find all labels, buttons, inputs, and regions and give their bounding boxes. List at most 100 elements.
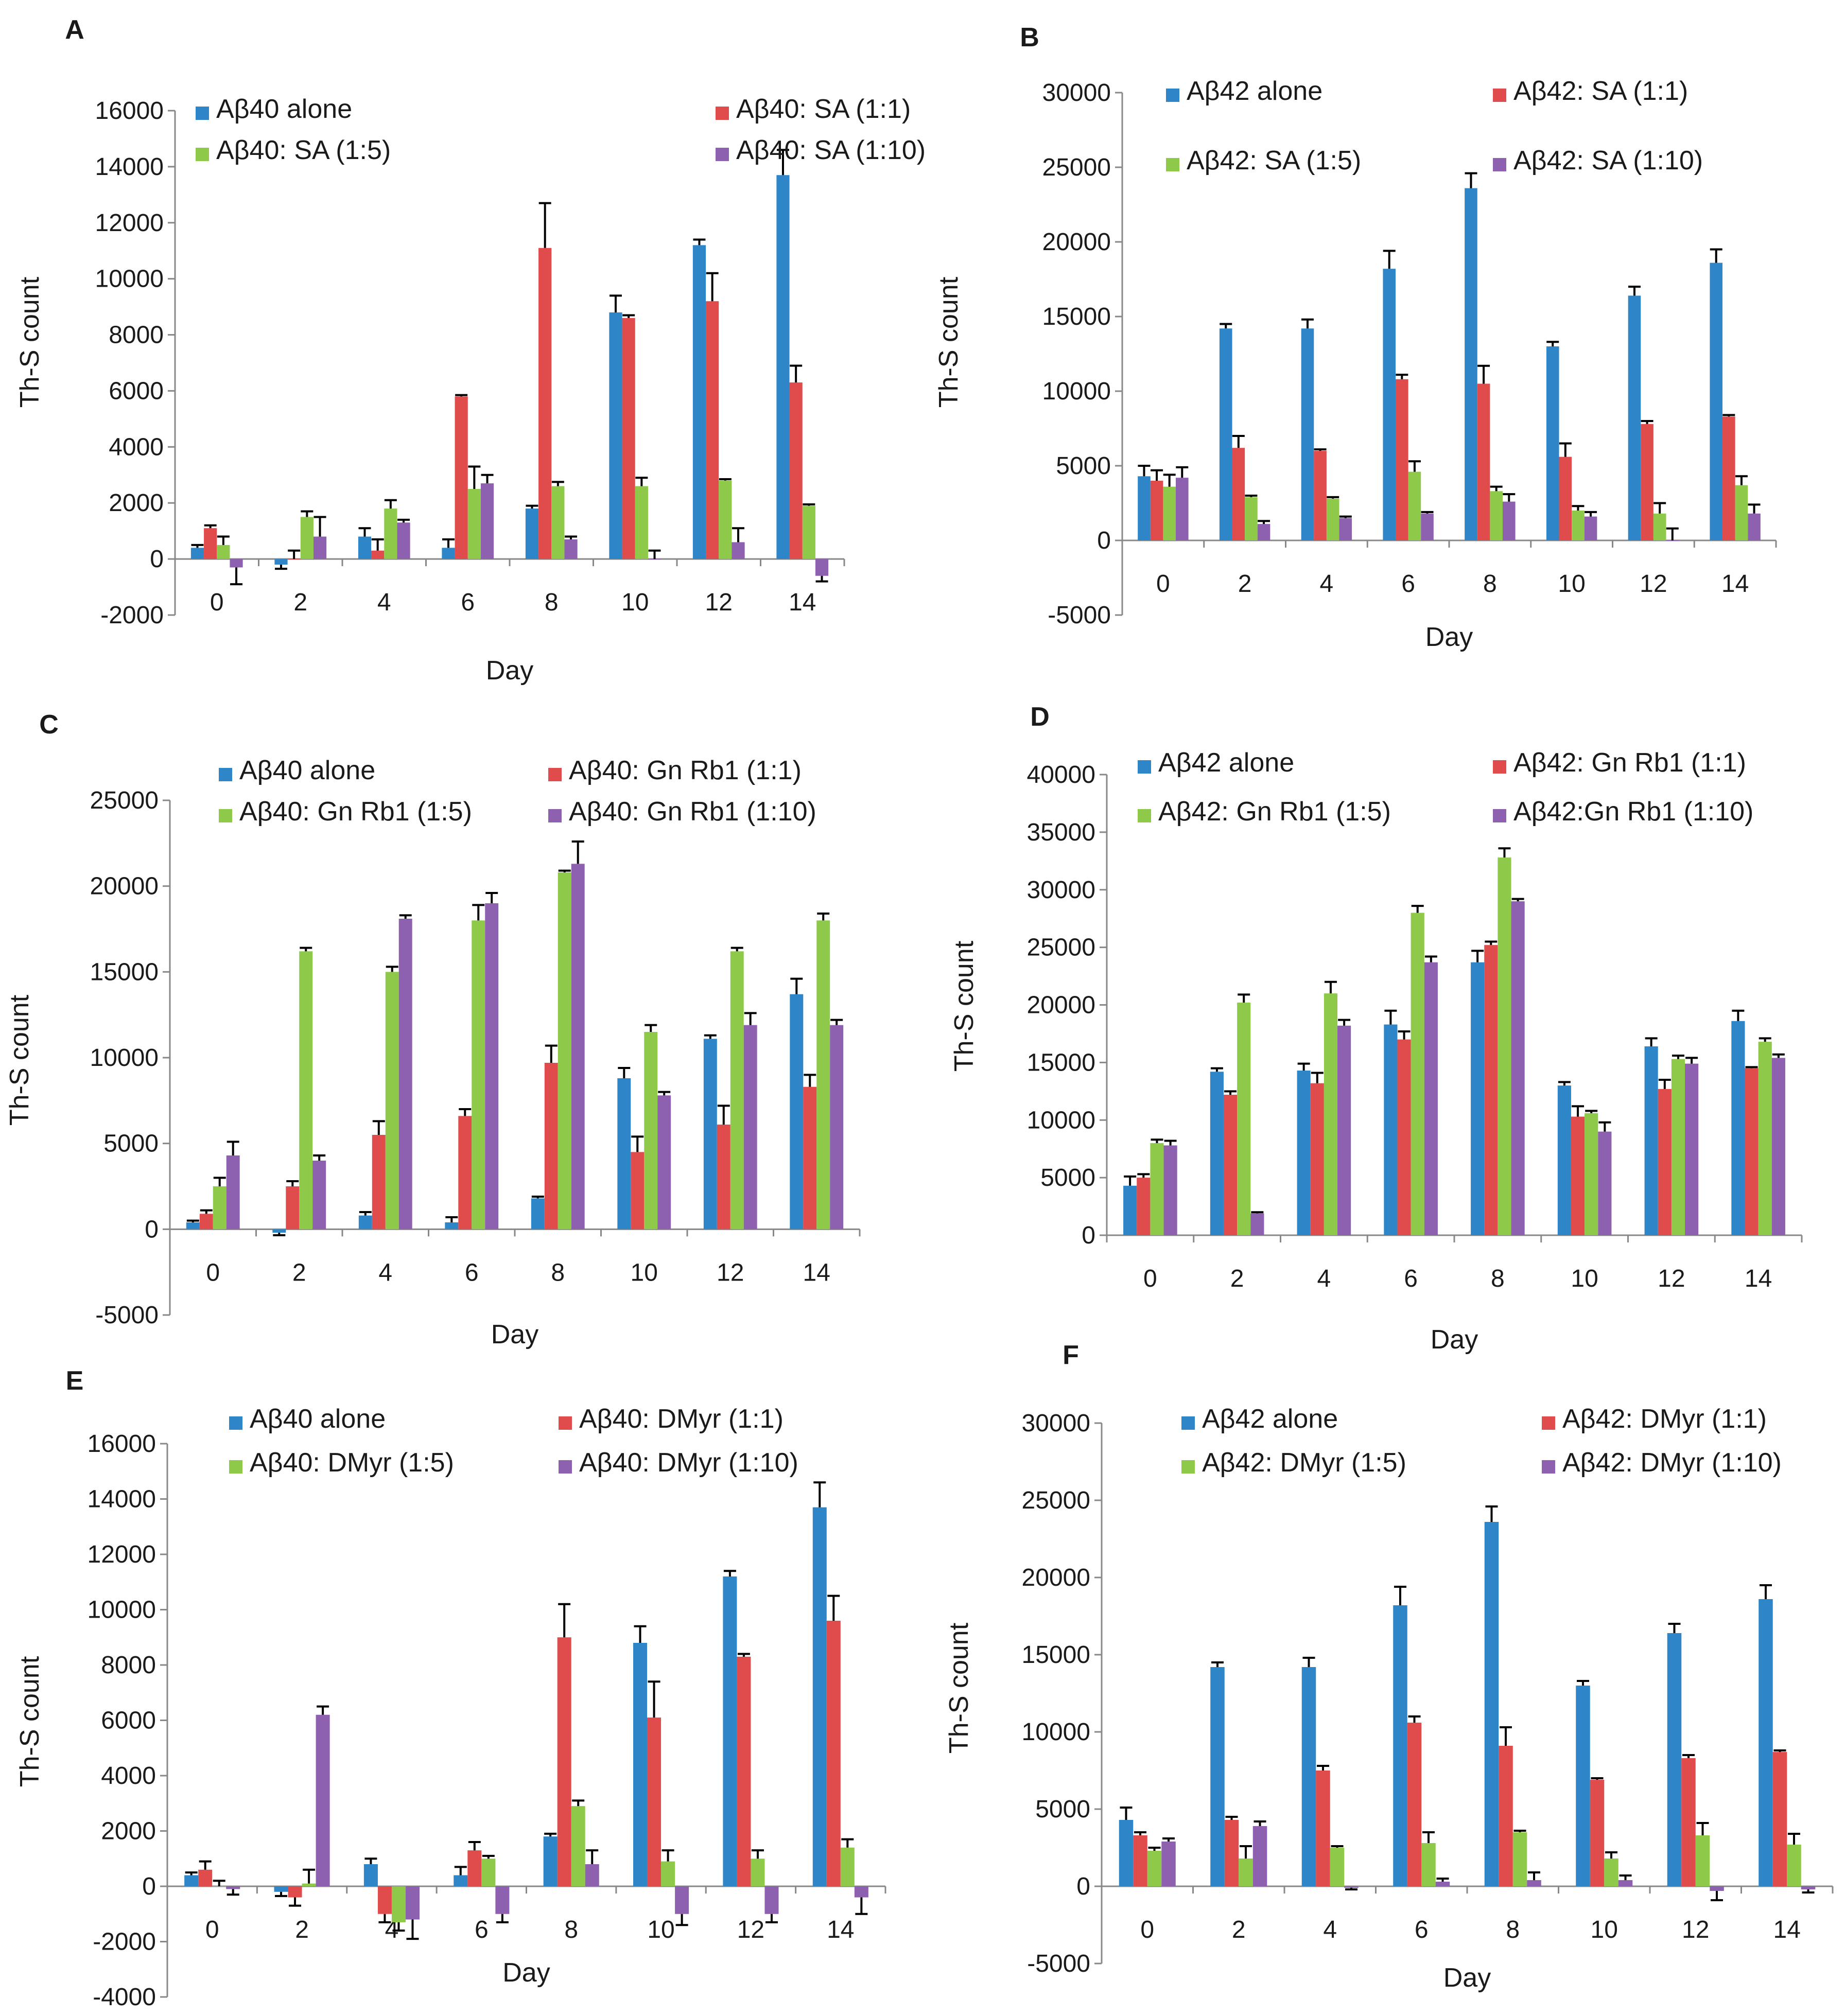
panel-b: B -5000 0 5000 10000 15000 20000 25000 30000 0 2 4 6… xyxy=(934,23,1777,652)
y-tick-label: 2000 xyxy=(109,489,164,517)
bar xyxy=(472,920,485,1230)
bar xyxy=(1344,1886,1359,1888)
bar xyxy=(1219,328,1232,540)
bar xyxy=(1722,416,1735,540)
bar xyxy=(1224,1820,1239,1886)
x-tick-label: 10 xyxy=(1591,1916,1618,1943)
bar xyxy=(1484,1522,1499,1886)
bar xyxy=(480,483,494,559)
y-tick-label: 4000 xyxy=(109,433,164,461)
bar xyxy=(1644,1046,1658,1235)
bar xyxy=(1748,513,1761,540)
bar xyxy=(1245,497,1258,540)
x-tick-label: 0 xyxy=(210,589,224,616)
x-tick-label: 8 xyxy=(1483,570,1497,598)
legend-swatch xyxy=(1181,1416,1195,1430)
bar xyxy=(1471,962,1485,1235)
x-tick-label: 14 xyxy=(1721,570,1749,598)
bar xyxy=(751,1859,765,1886)
x-tick-label: 4 xyxy=(1323,1916,1337,1943)
legend-swatch xyxy=(1542,1460,1555,1474)
legend-swatch xyxy=(559,1460,572,1474)
bar xyxy=(816,920,830,1230)
x-tick-label: 14 xyxy=(1773,1916,1801,1943)
legend-label: Aβ42: DMyr (1:10) xyxy=(1562,1448,1782,1478)
bar xyxy=(458,1116,472,1230)
bar xyxy=(1223,1095,1238,1235)
bar xyxy=(1383,269,1396,540)
y-tick-label: 10000 xyxy=(1022,1719,1090,1746)
bar xyxy=(1572,511,1585,540)
legend-label: Aβ42: Gn Rb1 (1:1) xyxy=(1513,748,1746,778)
bar xyxy=(217,545,230,559)
bar xyxy=(551,486,565,559)
bar xyxy=(1396,379,1408,540)
bar xyxy=(302,1883,316,1886)
bar xyxy=(635,486,648,559)
x-tick-label: 12 xyxy=(717,1259,744,1286)
x-tick-label: 6 xyxy=(475,1916,489,1943)
bar xyxy=(384,509,397,559)
x-tick-label: 8 xyxy=(545,589,559,616)
bar xyxy=(299,951,313,1230)
x-tick-label: 6 xyxy=(461,589,475,616)
legend-label: Aβ40 alone xyxy=(239,756,375,785)
x-tick-label: 6 xyxy=(1415,1916,1429,1943)
bar xyxy=(1759,1599,1773,1886)
bar xyxy=(1137,1178,1151,1235)
bar xyxy=(316,1714,330,1886)
bar xyxy=(622,318,635,559)
bar xyxy=(1745,1068,1759,1235)
bar xyxy=(1314,451,1327,540)
bar xyxy=(1546,346,1559,540)
bar xyxy=(1681,1758,1696,1886)
bar xyxy=(564,539,578,559)
legend-label: Aβ42 alone xyxy=(1158,748,1294,778)
legend-swatch xyxy=(548,809,562,822)
bar xyxy=(230,559,243,568)
bar xyxy=(1511,901,1525,1235)
y-tick-label: 15000 xyxy=(1027,1049,1095,1076)
bar xyxy=(1257,524,1270,540)
bar xyxy=(377,1886,392,1914)
bar xyxy=(538,248,552,559)
bar xyxy=(391,1886,406,1922)
bar xyxy=(198,1869,213,1886)
y-tick-label: 4000 xyxy=(101,1762,156,1790)
y-tick-label: 25000 xyxy=(1042,154,1111,181)
bar xyxy=(617,1078,631,1230)
bar xyxy=(445,1222,459,1230)
panel-letter-b: B xyxy=(1020,23,1039,52)
bar xyxy=(1210,1667,1225,1886)
bar xyxy=(1384,1024,1398,1235)
legend-label: Aβ42: DMyr (1:5) xyxy=(1202,1448,1406,1478)
y-tick-label: 14000 xyxy=(88,1486,156,1513)
bar xyxy=(1499,1746,1513,1886)
y-tick-label: 8000 xyxy=(109,322,164,349)
bar xyxy=(1710,262,1723,541)
legend-swatch xyxy=(1493,760,1506,774)
bar xyxy=(1771,1058,1785,1235)
y-axis-title: Th-S count xyxy=(5,994,34,1126)
x-axis-title: Day xyxy=(486,656,533,686)
bar xyxy=(1584,516,1597,540)
bar xyxy=(1557,1085,1571,1235)
y-tick-label: 2000 xyxy=(101,1818,156,1845)
bar xyxy=(661,1861,675,1886)
bar xyxy=(1758,1042,1772,1235)
bar xyxy=(1502,501,1516,540)
legend-swatch xyxy=(229,1460,242,1474)
bar xyxy=(1465,188,1477,541)
x-tick-label: 0 xyxy=(205,1916,219,1943)
bar xyxy=(730,951,744,1230)
x-tick-label: 14 xyxy=(789,589,816,616)
bar xyxy=(675,1886,689,1914)
bar xyxy=(442,548,455,559)
bar xyxy=(1337,1025,1351,1235)
bar xyxy=(213,1186,227,1230)
x-tick-label: 6 xyxy=(1401,570,1415,598)
bar xyxy=(571,864,585,1230)
bar xyxy=(1598,1131,1612,1235)
bar xyxy=(1685,1063,1699,1235)
bar xyxy=(1421,1843,1436,1886)
